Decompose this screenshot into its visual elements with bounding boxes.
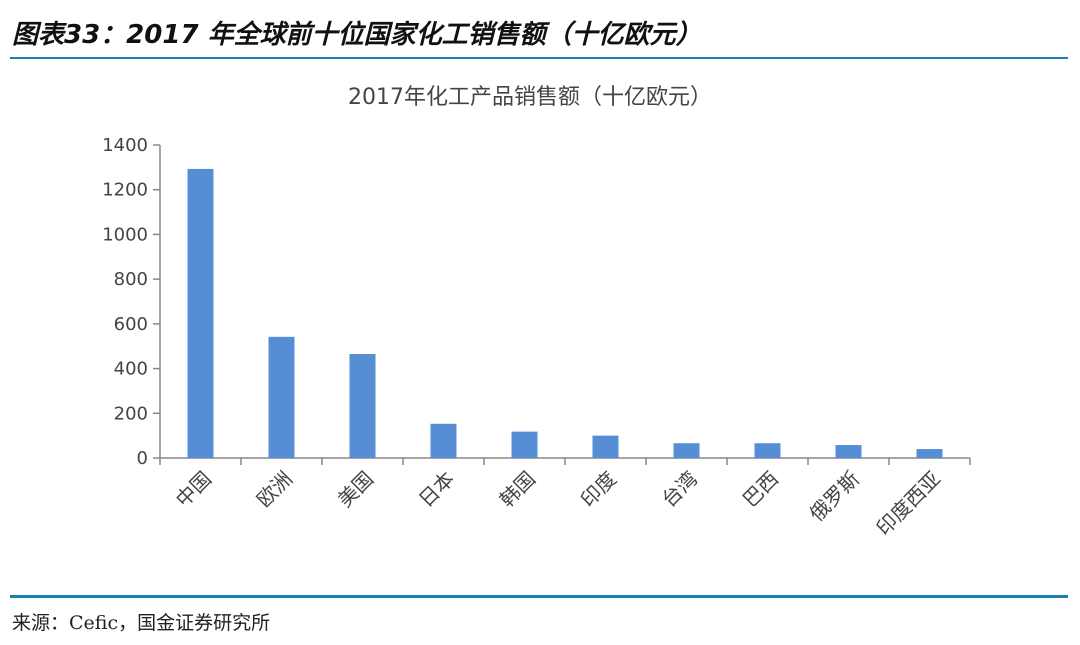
figure-title: 图表33：2017 年全球前十位国家化工销售额（十亿欧元）	[12, 20, 702, 50]
source-note: 来源：Cefic，国金证券研究所	[12, 612, 271, 634]
bar	[511, 431, 538, 458]
y-tick-label: 1000	[102, 224, 148, 245]
y-tick-label: 800	[114, 269, 148, 290]
y-tick-label: 1400	[102, 135, 148, 156]
top-rule	[10, 57, 1068, 59]
y-tick-label: 400	[114, 359, 148, 380]
bar	[187, 168, 214, 458]
bars	[187, 168, 943, 458]
chart-title: 2017年化工产品销售额（十亿欧元）	[348, 85, 712, 110]
bottom-rule	[10, 595, 1068, 598]
bar	[430, 423, 457, 458]
category-label: 韩国	[495, 467, 540, 512]
y-tick-label: 200	[114, 403, 148, 424]
category-label: 日本	[414, 467, 459, 512]
category-label: 印度	[576, 467, 621, 512]
bar	[673, 443, 700, 458]
bar	[754, 443, 781, 458]
category-label: 欧洲	[252, 467, 297, 512]
category-label: 中国	[171, 467, 216, 512]
y-tick-label: 600	[114, 314, 148, 335]
category-labels: 中国 欧洲 美国 日本 韩国 印度 台湾 巴西 俄罗斯 印度西亚	[171, 467, 945, 541]
bar	[835, 445, 862, 458]
x-axis	[159, 457, 971, 465]
y-axis: 0 200 400 600 800 1000 1200 1400	[102, 135, 161, 469]
category-label: 巴西	[738, 467, 783, 512]
bar-chart: 2017年化工产品销售额（十亿欧元） 0 200 400 600 800 1000 1200…	[102, 85, 971, 541]
category-label: 台湾	[657, 467, 702, 512]
category-label: 俄罗斯	[805, 467, 864, 526]
bar	[916, 449, 943, 458]
category-label: 印度西亚	[871, 467, 945, 541]
bar	[349, 354, 376, 458]
bar	[592, 435, 619, 458]
y-tick-label: 0	[137, 448, 148, 469]
y-tick-label: 1200	[102, 180, 148, 201]
category-label: 美国	[333, 467, 378, 512]
bar	[268, 336, 295, 458]
